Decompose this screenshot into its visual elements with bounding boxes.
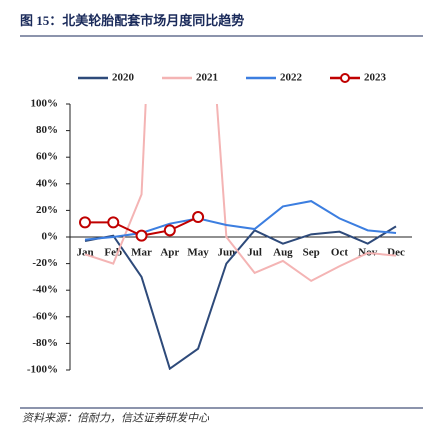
y-tick-label: 20% <box>36 204 58 216</box>
x-tick-label: Sep <box>303 247 320 259</box>
y-tick-label: 80% <box>36 124 58 136</box>
y-tick-label: 0% <box>42 231 59 243</box>
legend-label: 2023 <box>364 72 387 84</box>
x-tick-label: Mar <box>131 247 152 259</box>
y-tick-label: -80% <box>32 337 58 349</box>
chart-title: 图 15：北美轮胎配套市场月度同比趋势 <box>20 13 244 28</box>
x-tick-label: Jun <box>217 247 235 259</box>
x-tick-label: Jul <box>247 247 262 259</box>
y-tick-label: 100% <box>31 98 59 110</box>
plot-area <box>79 104 397 370</box>
point <box>79 216 91 229</box>
x-tick-label: Apr <box>160 247 179 259</box>
y-tick-label: -100% <box>27 364 58 376</box>
x-tick-label: Feb <box>104 247 122 259</box>
x-tick-label: May <box>187 247 209 259</box>
legend-label: 2021 <box>196 72 218 84</box>
series-line <box>84 104 397 283</box>
y-tick-label: -40% <box>32 284 58 296</box>
x-tick-label: Aug <box>273 247 293 259</box>
source: 资料来源：倍耐力，信达证券研发中心 <box>22 412 210 425</box>
legend-label: 2020 <box>112 72 135 84</box>
y-tick-label: -60% <box>32 310 58 322</box>
legend-label: 2022 <box>280 72 303 84</box>
point <box>107 216 120 229</box>
series-line <box>84 225 397 370</box>
point <box>135 229 148 242</box>
point <box>192 211 205 224</box>
x-tick-label: Dec <box>387 247 405 259</box>
legend-marker <box>340 73 350 83</box>
y-tick-label: 60% <box>36 151 58 163</box>
y-tick-label: -20% <box>32 257 58 269</box>
y-tick-label: 40% <box>36 177 58 189</box>
x-tick-label: Oct <box>331 247 348 259</box>
point <box>163 224 176 237</box>
